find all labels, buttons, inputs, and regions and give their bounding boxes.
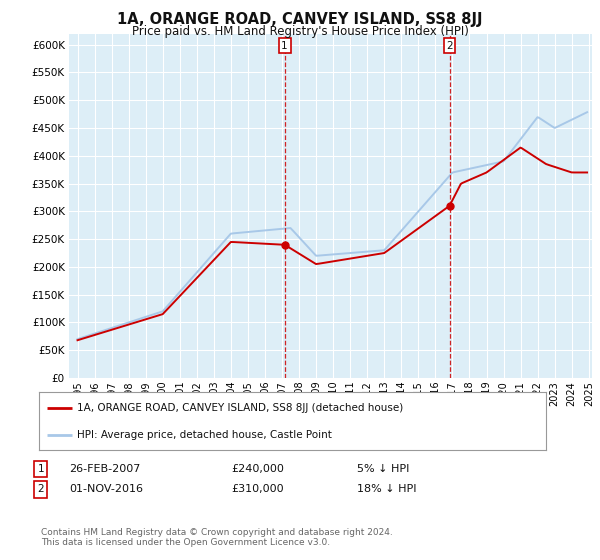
Text: £240,000: £240,000 (231, 464, 284, 474)
Text: £310,000: £310,000 (231, 484, 284, 494)
Text: HPI: Average price, detached house, Castle Point: HPI: Average price, detached house, Cast… (77, 430, 332, 440)
Text: 2: 2 (446, 41, 453, 51)
Text: Price paid vs. HM Land Registry's House Price Index (HPI): Price paid vs. HM Land Registry's House … (131, 25, 469, 38)
Text: 18% ↓ HPI: 18% ↓ HPI (357, 484, 416, 494)
Text: 5% ↓ HPI: 5% ↓ HPI (357, 464, 409, 474)
Text: 2: 2 (37, 484, 44, 494)
Text: 1A, ORANGE ROAD, CANVEY ISLAND, SS8 8JJ: 1A, ORANGE ROAD, CANVEY ISLAND, SS8 8JJ (117, 12, 483, 27)
Text: 1A, ORANGE ROAD, CANVEY ISLAND, SS8 8JJ (detached house): 1A, ORANGE ROAD, CANVEY ISLAND, SS8 8JJ … (77, 403, 403, 413)
Text: 1: 1 (281, 41, 288, 51)
Text: Contains HM Land Registry data © Crown copyright and database right 2024.
This d: Contains HM Land Registry data © Crown c… (41, 528, 392, 547)
Text: 01-NOV-2016: 01-NOV-2016 (69, 484, 143, 494)
Text: 26-FEB-2007: 26-FEB-2007 (69, 464, 140, 474)
Text: 1: 1 (37, 464, 44, 474)
